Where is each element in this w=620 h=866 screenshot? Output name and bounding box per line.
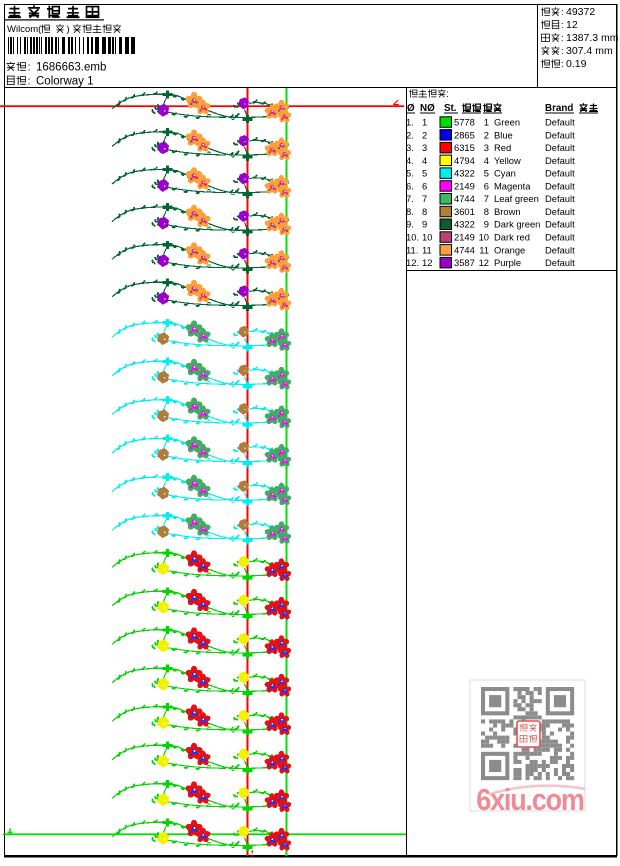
svg-text:7.: 7. xyxy=(406,193,414,204)
svg-text:Dark red: Dark red xyxy=(494,232,530,243)
svg-text:6: 6 xyxy=(422,180,427,191)
svg-text:6: 6 xyxy=(484,180,489,191)
svg-text:Cyan: Cyan xyxy=(494,168,516,179)
svg-text:6315: 6315 xyxy=(454,142,475,153)
svg-text:): ) xyxy=(67,24,70,35)
svg-text:4794: 4794 xyxy=(454,155,475,166)
svg-text::: : xyxy=(561,7,564,18)
svg-text:12.: 12. xyxy=(406,257,419,268)
svg-text:12: 12 xyxy=(566,19,578,31)
svg-text::: : xyxy=(28,76,31,88)
svg-text:4744: 4744 xyxy=(454,193,475,204)
svg-text:Default: Default xyxy=(545,257,575,268)
svg-text:Yellow: Yellow xyxy=(494,155,521,166)
svg-text:Ø: Ø xyxy=(407,103,415,114)
svg-text:11: 11 xyxy=(479,244,489,255)
svg-text:4322: 4322 xyxy=(454,219,475,230)
svg-text:12: 12 xyxy=(479,257,489,268)
svg-text:Default: Default xyxy=(545,193,575,204)
svg-text:9: 9 xyxy=(422,219,427,230)
svg-text:NØ: NØ xyxy=(420,103,435,114)
svg-text:Default: Default xyxy=(545,117,575,128)
svg-text:Wilcom(: Wilcom( xyxy=(7,24,42,35)
svg-text:Default: Default xyxy=(545,244,575,255)
svg-text:Default: Default xyxy=(545,232,575,243)
svg-text:6.: 6. xyxy=(406,180,414,191)
svg-text:9.: 9. xyxy=(406,219,414,230)
svg-text:9: 9 xyxy=(484,219,489,230)
svg-text:0.19: 0.19 xyxy=(566,58,587,70)
svg-text:3.: 3. xyxy=(406,142,414,153)
svg-text:12: 12 xyxy=(422,257,432,268)
svg-text:5778: 5778 xyxy=(454,117,475,128)
svg-text:4: 4 xyxy=(422,155,427,166)
svg-text:2: 2 xyxy=(422,129,427,140)
svg-text:Purple: Purple xyxy=(494,257,521,268)
svg-text:3: 3 xyxy=(484,142,489,153)
svg-text:Magenta: Magenta xyxy=(494,180,531,191)
svg-text::: : xyxy=(561,33,564,44)
svg-text:Default: Default xyxy=(545,129,575,140)
svg-text:8.: 8. xyxy=(406,206,414,217)
svg-text:11: 11 xyxy=(422,244,432,255)
svg-text:7: 7 xyxy=(484,193,489,204)
svg-text:4322: 4322 xyxy=(454,168,475,179)
svg-text:Colorway 1: Colorway 1 xyxy=(36,76,94,88)
svg-text:Blue: Blue xyxy=(494,129,513,140)
svg-text:Brand: Brand xyxy=(545,103,573,114)
svg-text:2149: 2149 xyxy=(454,180,475,191)
svg-text:3: 3 xyxy=(422,142,427,153)
svg-text:3587: 3587 xyxy=(454,257,475,268)
svg-text:2: 2 xyxy=(484,129,489,140)
svg-text:Dark green: Dark green xyxy=(494,219,540,230)
svg-text:4744: 4744 xyxy=(454,244,475,255)
svg-text:7: 7 xyxy=(422,193,427,204)
svg-text::: : xyxy=(561,59,564,70)
svg-text:11.: 11. xyxy=(406,244,418,255)
svg-text:5: 5 xyxy=(422,168,427,179)
svg-text:5.: 5. xyxy=(406,168,414,179)
svg-text:10: 10 xyxy=(479,232,489,243)
svg-text::: : xyxy=(561,20,564,31)
svg-text:2865: 2865 xyxy=(454,129,475,140)
svg-text:4.: 4. xyxy=(406,155,414,166)
svg-text:St.: St. xyxy=(444,103,457,114)
svg-text:Default: Default xyxy=(545,206,575,217)
svg-text:Default: Default xyxy=(545,142,575,153)
svg-text:Default: Default xyxy=(545,155,575,166)
svg-text:4: 4 xyxy=(484,155,489,166)
svg-text:6xiu.com: 6xiu.com xyxy=(476,783,583,817)
svg-text:1.: 1. xyxy=(406,117,414,128)
svg-text:Orange: Orange xyxy=(494,244,525,255)
svg-text:10: 10 xyxy=(422,232,432,243)
svg-text:307.4 mm: 307.4 mm xyxy=(566,45,613,57)
svg-text:Brown: Brown xyxy=(494,206,521,217)
svg-text::: : xyxy=(561,46,564,57)
svg-text:1: 1 xyxy=(484,117,489,128)
svg-text:Red: Red xyxy=(494,142,511,153)
svg-text:1: 1 xyxy=(422,117,427,128)
svg-text:3601: 3601 xyxy=(454,206,475,217)
svg-text:8: 8 xyxy=(484,206,489,217)
svg-text:5: 5 xyxy=(484,168,489,179)
svg-text:Default: Default xyxy=(545,168,575,179)
svg-text:Leaf green: Leaf green xyxy=(494,193,539,204)
svg-text:Default: Default xyxy=(545,219,575,230)
svg-text:1686663.emb: 1686663.emb xyxy=(36,62,106,74)
svg-text:1387.3 mm: 1387.3 mm xyxy=(566,32,619,44)
svg-text:Default: Default xyxy=(545,180,575,191)
svg-text::: : xyxy=(446,89,449,100)
svg-text:8: 8 xyxy=(422,206,427,217)
svg-text:2.: 2. xyxy=(406,129,414,140)
svg-text:2149: 2149 xyxy=(454,232,475,243)
svg-text:10.: 10. xyxy=(406,232,419,243)
svg-text::: : xyxy=(28,62,31,74)
svg-text:49372: 49372 xyxy=(566,6,595,18)
svg-text:Green: Green xyxy=(494,117,520,128)
